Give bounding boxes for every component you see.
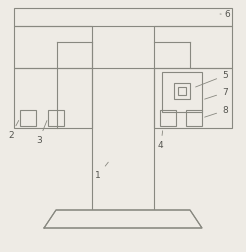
Bar: [92, 68, 154, 210]
Bar: [14, 26, 92, 68]
Bar: [14, 68, 92, 128]
Bar: [20, 110, 36, 126]
Text: 7: 7: [205, 88, 228, 99]
Bar: [14, 8, 232, 26]
Text: 6: 6: [220, 10, 230, 19]
Bar: [174, 83, 190, 99]
Text: 4: 4: [158, 131, 164, 150]
Polygon shape: [44, 210, 202, 228]
Bar: [154, 26, 232, 68]
Bar: [178, 87, 186, 95]
Bar: [160, 110, 176, 126]
Text: 8: 8: [205, 106, 228, 117]
Bar: [154, 68, 232, 128]
Bar: [48, 110, 64, 126]
Text: 2: 2: [8, 120, 19, 140]
Bar: [186, 110, 202, 126]
Text: 1: 1: [95, 162, 108, 180]
Text: 3: 3: [36, 120, 47, 145]
Bar: [162, 72, 202, 112]
Text: 5: 5: [196, 71, 228, 87]
